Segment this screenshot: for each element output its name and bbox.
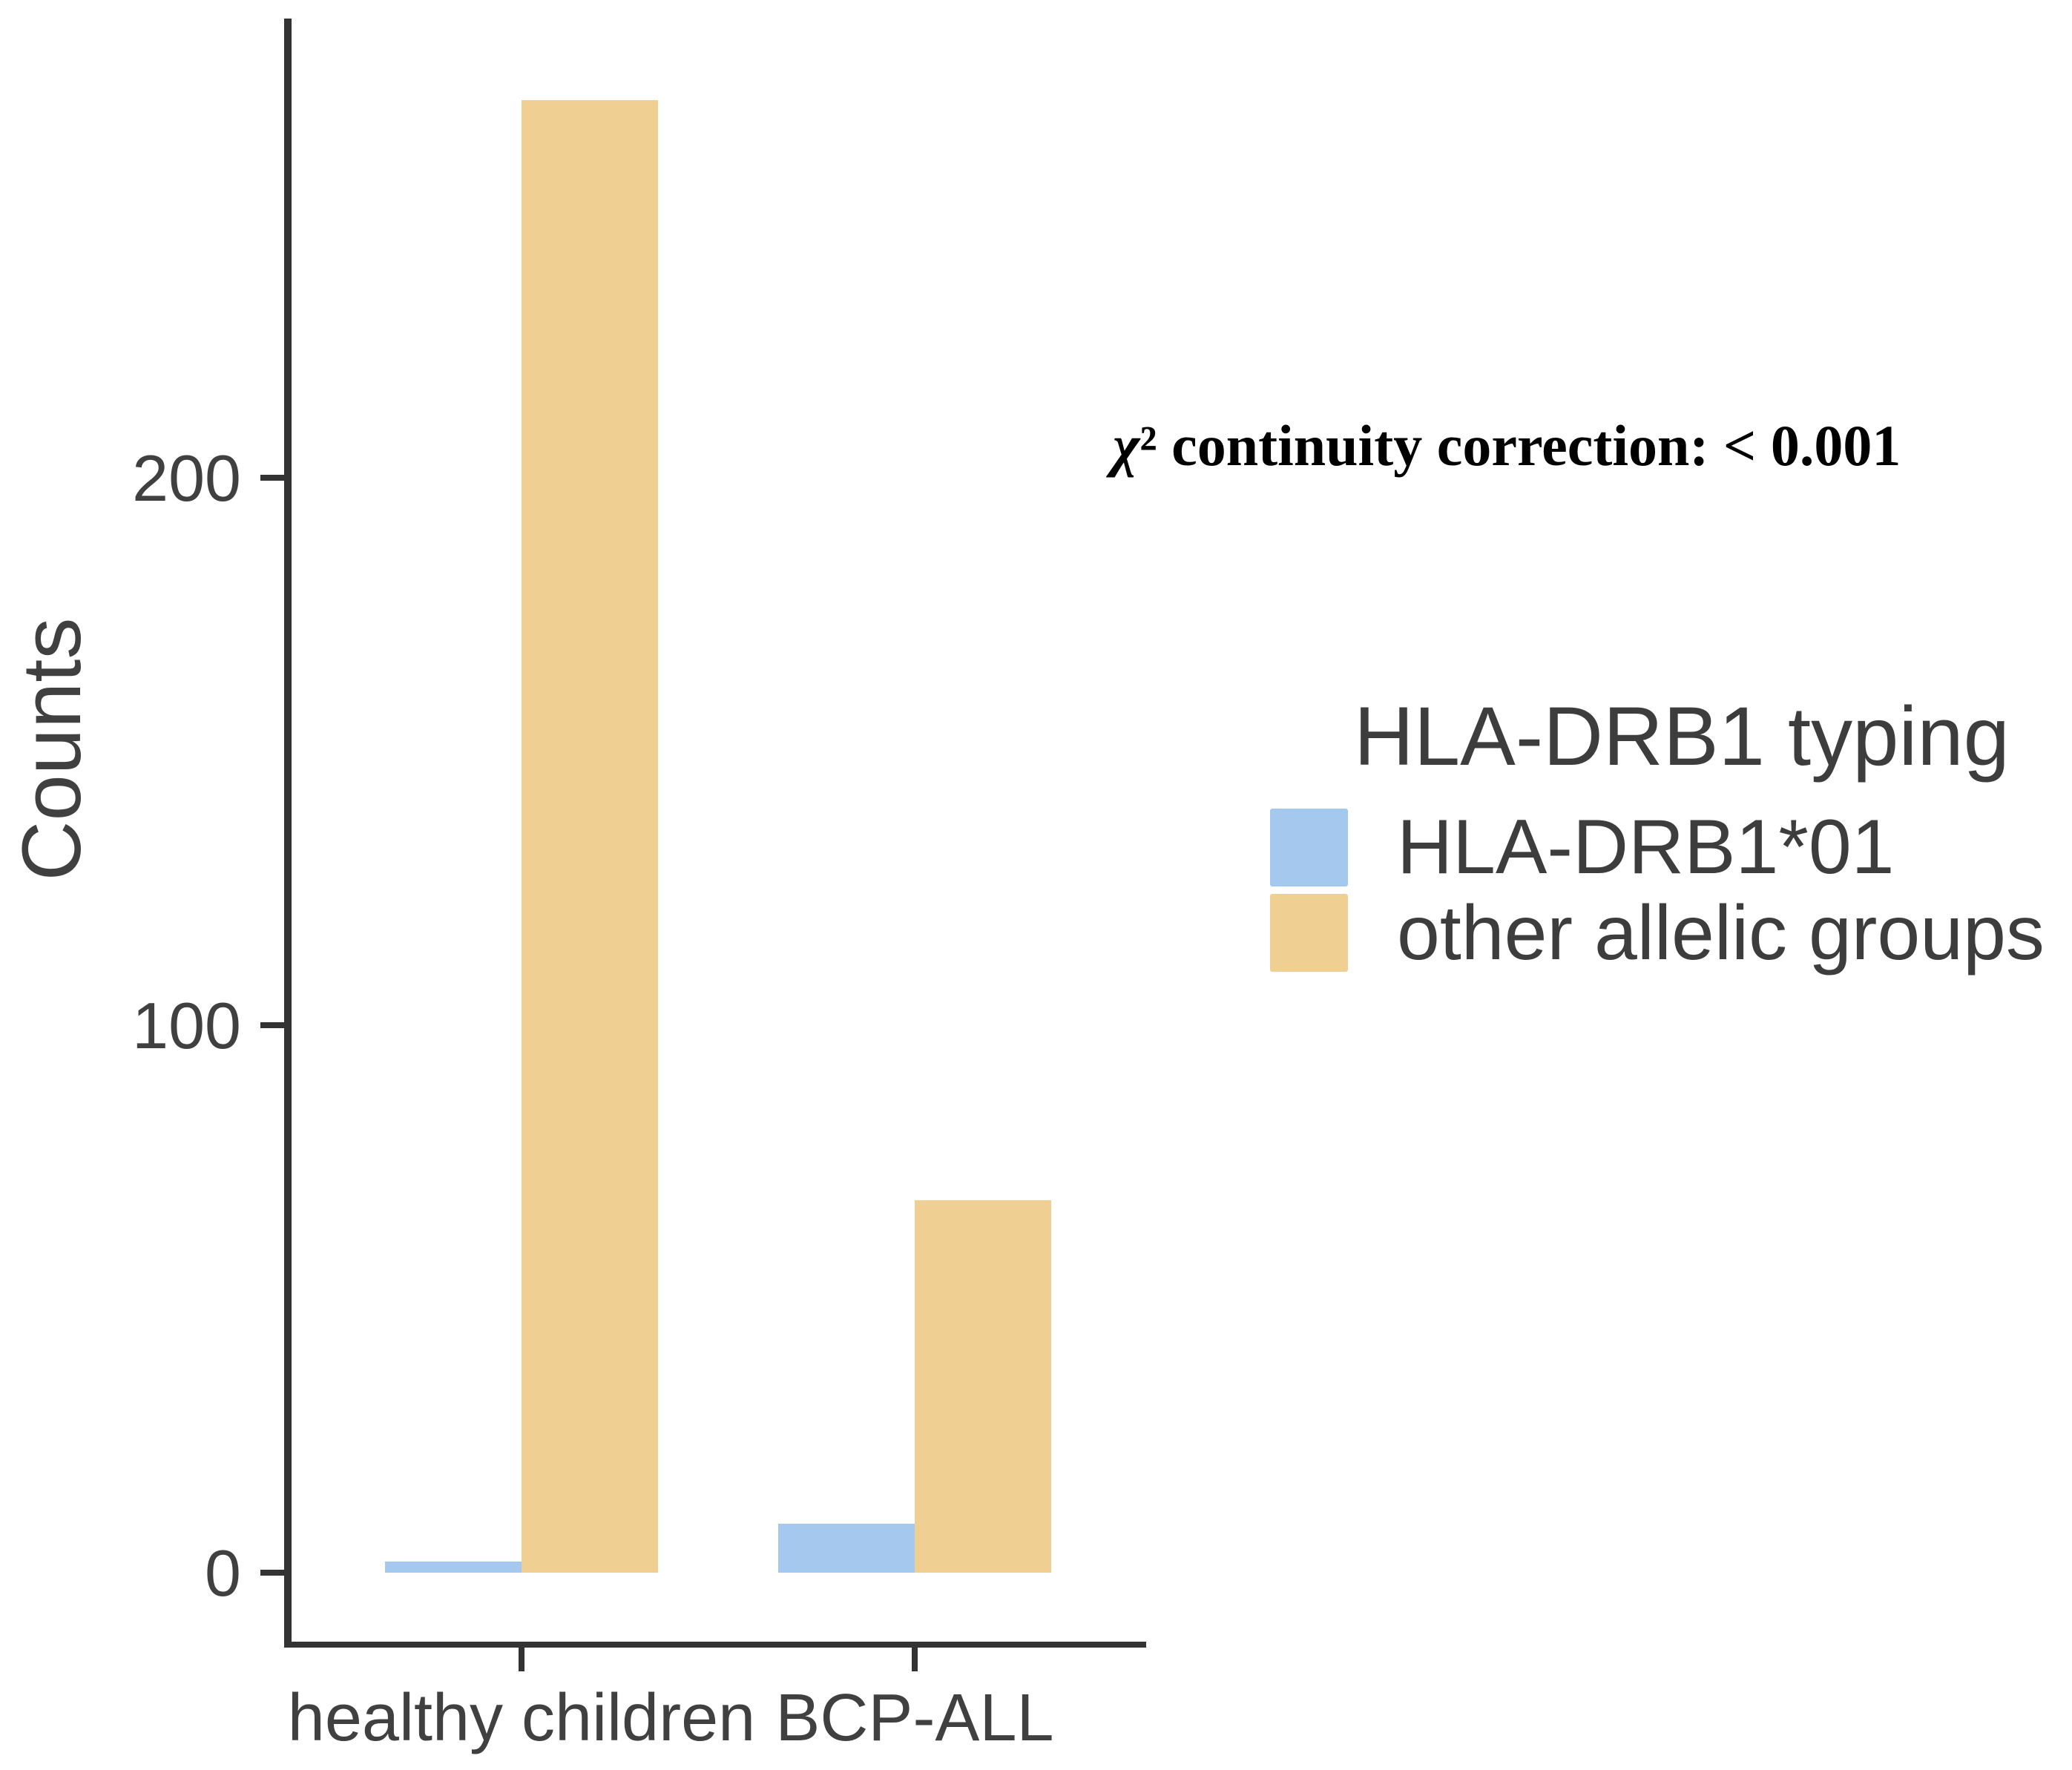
- legend-swatch-hla-drb1-01: [1270, 809, 1348, 886]
- y-tick-label-100: 100: [132, 989, 241, 1062]
- legend-label-other-allelic-groups: other allelic groups: [1397, 890, 2045, 976]
- x-tick-healthy-children: [519, 1648, 524, 1671]
- y-axis-line: [284, 19, 292, 1648]
- x-category-label-healthy-children: healthy children: [287, 1681, 756, 1755]
- x-tick-bcp-all: [912, 1648, 918, 1671]
- y-tick-200: [260, 475, 286, 481]
- bar-bcp-all-hla-drb1-01: [778, 1524, 915, 1573]
- y-tick-label-0: 0: [205, 1536, 241, 1610]
- x-category-label-bcp-all: BCP-ALL: [775, 1681, 1054, 1755]
- bar-healthy-children-other-allelic-groups: [522, 100, 658, 1573]
- chi-square-annotation: χ² continuity correction: < 0.001: [1113, 413, 1901, 478]
- legend-label-hla-drb1-01: HLA-DRB1*01: [1397, 804, 1895, 890]
- legend-swatch-other-allelic-groups: [1270, 894, 1348, 972]
- bar-bcp-all-other-allelic-groups: [915, 1200, 1051, 1573]
- x-axis-line: [284, 1642, 1146, 1648]
- legend-title: HLA-DRB1 typing: [1354, 690, 2010, 783]
- y-tick-100: [260, 1022, 286, 1028]
- y-tick-0: [260, 1570, 286, 1576]
- bar-healthy-children-hla-drb1-01: [385, 1562, 522, 1573]
- y-tick-label-200: 200: [132, 441, 241, 515]
- chi-symbol: χ: [1113, 413, 1140, 478]
- y-axis-title: Counts: [5, 617, 98, 881]
